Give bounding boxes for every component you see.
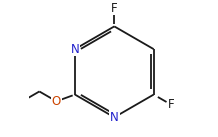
Text: N: N — [71, 43, 79, 56]
Text: N: N — [110, 111, 119, 124]
Text: O: O — [52, 95, 61, 108]
Text: F: F — [111, 2, 118, 15]
Text: F: F — [167, 98, 174, 111]
